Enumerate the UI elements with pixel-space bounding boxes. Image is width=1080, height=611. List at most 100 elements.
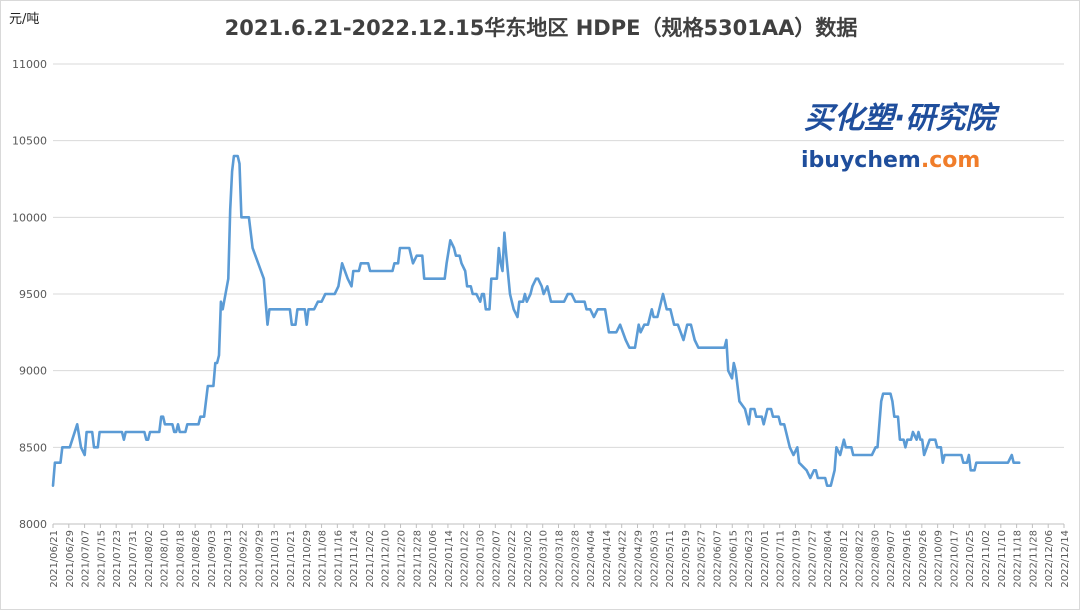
x-tick-label: 2021/10/29 — [302, 530, 313, 588]
data-point — [350, 285, 353, 288]
x-tick-label: 2022/04/04 — [586, 530, 597, 588]
data-point — [628, 346, 631, 349]
x-tick-label: 2021/10/21 — [286, 530, 297, 588]
data-point — [766, 408, 769, 410]
data-point — [488, 308, 491, 311]
data-point — [845, 446, 847, 449]
data-point — [360, 262, 362, 265]
data-point — [893, 415, 896, 418]
x-tick-label: 2021/06/21 — [49, 530, 60, 588]
data-point — [358, 270, 360, 272]
data-point — [835, 446, 838, 449]
data-point — [550, 300, 552, 303]
data-point — [531, 285, 534, 288]
data-point — [233, 155, 235, 157]
x-tick-label: 2022/10/25 — [965, 530, 976, 588]
data-point — [852, 454, 854, 456]
data-point — [921, 438, 923, 441]
unit-label: 元/吨 — [9, 12, 39, 27]
data-point — [438, 277, 440, 280]
data-point — [876, 446, 879, 449]
data-point — [1012, 461, 1015, 464]
data-point — [677, 323, 679, 326]
data-point — [305, 323, 308, 326]
data-point — [693, 339, 696, 341]
x-tick-label: 2022/07/27 — [807, 530, 818, 588]
data-point — [499, 262, 502, 265]
x-tick-label: 2022/05/27 — [697, 530, 708, 588]
data-point — [464, 270, 467, 272]
data-point — [490, 277, 493, 280]
data-point — [160, 415, 162, 418]
data-point — [744, 408, 746, 410]
data-point — [212, 385, 215, 387]
data-point — [91, 431, 93, 433]
x-tick-label: 2022/02/22 — [507, 530, 518, 588]
data-point — [498, 247, 500, 249]
data-point — [817, 477, 819, 479]
data-point — [593, 316, 595, 318]
gridlines — [53, 63, 1064, 525]
data-point — [236, 155, 239, 157]
data-point — [518, 300, 521, 303]
data-point — [833, 469, 836, 472]
data-point — [731, 377, 733, 380]
x-tick-label: 2021/11/16 — [333, 530, 344, 588]
data-point — [83, 454, 86, 456]
x-tick-label: 2022/03/18 — [555, 530, 566, 588]
data-point — [966, 461, 968, 464]
data-point — [238, 162, 241, 165]
data-point — [824, 477, 826, 479]
data-point — [734, 369, 737, 372]
data-point — [1011, 454, 1013, 456]
data-point — [634, 346, 636, 349]
data-point — [1018, 461, 1020, 464]
data-point — [923, 454, 925, 456]
x-tick-label: 2022/11/18 — [1013, 530, 1024, 588]
data-point — [266, 323, 269, 326]
data-point — [889, 392, 892, 395]
data-point — [460, 262, 463, 265]
data-point — [162, 415, 164, 418]
data-point — [850, 446, 853, 449]
data-point — [563, 300, 565, 303]
x-tick-label: 2022/05/03 — [649, 530, 660, 588]
data-point — [367, 262, 370, 265]
data-point — [940, 446, 942, 449]
data-point — [220, 300, 222, 303]
data-point — [526, 300, 528, 303]
x-tick-label: 2022/06/23 — [744, 530, 755, 588]
data-point — [749, 408, 752, 410]
data-point — [585, 308, 588, 311]
x-tick-label: 2022/09/26 — [918, 530, 929, 588]
data-point — [540, 285, 543, 288]
data-point — [942, 461, 944, 464]
data-point — [934, 438, 937, 441]
watermark-logo: 买化塑·研究院 ibuychem.com — [801, 101, 1000, 173]
x-tick-label: 2021/11/24 — [349, 530, 360, 588]
data-point — [412, 262, 414, 265]
data-point — [171, 423, 174, 426]
data-point — [453, 247, 455, 249]
x-tick-label: 2022/03/10 — [539, 530, 550, 588]
x-tick-label: 2022/07/01 — [760, 530, 771, 588]
data-point — [917, 431, 920, 433]
x-tick-label: 2022/02/07 — [491, 530, 502, 588]
data-point — [423, 277, 426, 280]
watermark-site-mid: hem — [867, 148, 921, 173]
x-tick-label: 2022/03/02 — [523, 530, 534, 588]
data-point — [186, 423, 189, 426]
data-point — [415, 254, 418, 257]
data-point — [158, 431, 161, 433]
data-point — [304, 308, 306, 311]
data-point — [662, 293, 664, 295]
x-tick-label: 2021/11/08 — [318, 530, 329, 588]
data-point — [216, 362, 218, 364]
data-point — [897, 415, 899, 418]
data-point — [583, 300, 586, 303]
x-tick-label: 2022/07/11 — [776, 530, 787, 588]
data-point — [54, 461, 56, 464]
data-point — [651, 308, 653, 311]
data-point — [770, 408, 772, 410]
data-point — [789, 446, 791, 449]
